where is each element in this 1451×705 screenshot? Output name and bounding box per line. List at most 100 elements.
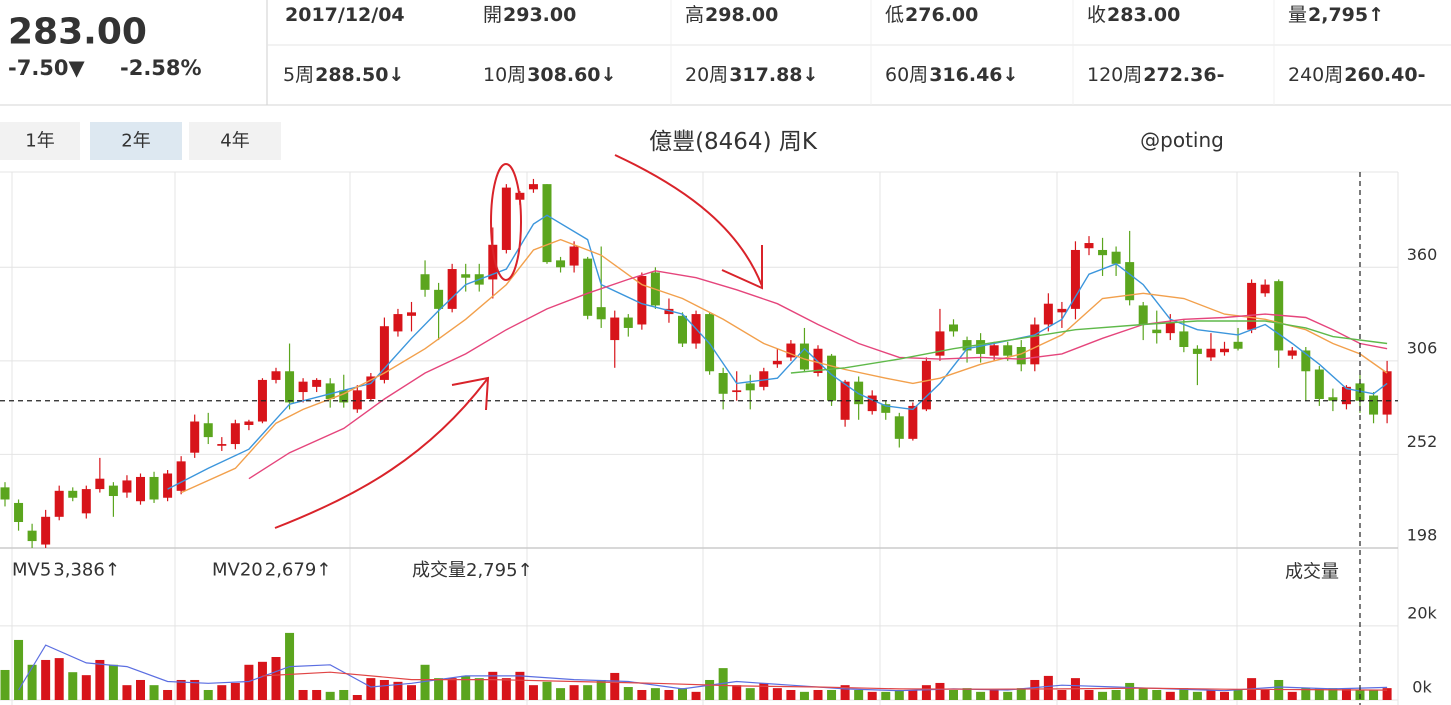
candle-body [840, 381, 850, 420]
ma-label: 20周 [685, 64, 728, 86]
candle-body [1287, 350, 1297, 356]
volume-bar [68, 672, 78, 700]
volume-ma-value: 2,679↑ [265, 560, 332, 581]
ma-value: 317.88↓ [729, 64, 818, 86]
volume-bar [1233, 689, 1243, 700]
lines-layer [0, 172, 1398, 705]
candle-body [298, 381, 308, 393]
candle-body [556, 260, 566, 268]
range-button[interactable] [0, 122, 80, 160]
candle-body [1003, 345, 1013, 356]
candle-body [1111, 251, 1121, 264]
candle-body [420, 274, 430, 290]
watermark: @poting [1140, 128, 1224, 152]
candle-body [95, 478, 105, 490]
volume-bar [813, 689, 823, 700]
candle-body [786, 343, 796, 358]
volume-ma-value: 3,386↑ [53, 560, 120, 581]
marks-layer [0, 178, 1392, 700]
volume-bar [271, 656, 281, 700]
annotation-arrow [614, 154, 763, 287]
candle-body [976, 340, 986, 354]
volume-bar [434, 678, 444, 700]
candle-body [447, 269, 457, 309]
candle-body [583, 258, 593, 316]
candle-body [352, 390, 362, 410]
volume-bar [799, 691, 809, 700]
volume-bar [488, 671, 498, 700]
info-value: 298.00 [705, 4, 778, 26]
volume-bar [407, 685, 416, 700]
volume-bar [989, 689, 999, 700]
candle-body [1043, 303, 1053, 325]
candle-body [407, 312, 416, 316]
volume-bar [1084, 689, 1094, 700]
volume-bar [298, 689, 308, 700]
ma-line [248, 270, 1388, 480]
volume-bar [881, 691, 891, 700]
volume-bar [420, 664, 430, 700]
candle-body [1070, 249, 1080, 309]
candle-body [1233, 341, 1243, 349]
range-button[interactable] [189, 122, 281, 160]
candle-body [285, 371, 295, 403]
candle-body [379, 326, 389, 380]
y-tick-label: 306 [1407, 338, 1438, 357]
volume-bar [732, 685, 742, 700]
candle-body [271, 371, 281, 380]
volume-bar [312, 689, 322, 700]
candle-body [1192, 348, 1202, 354]
candle-body [772, 360, 782, 365]
volume-bar [393, 681, 403, 700]
candle-body [637, 275, 647, 325]
ma-label: 60周 [885, 64, 928, 86]
volume-bar [1328, 688, 1338, 700]
volume-bar [596, 679, 606, 700]
volume-bar [0, 669, 10, 700]
range-button[interactable] [90, 122, 182, 160]
volume-current-value: 2,795↑ [466, 560, 533, 581]
candle-body [366, 376, 376, 399]
volume-bar [840, 685, 850, 700]
candle-body [1016, 347, 1026, 365]
volume-bar [935, 682, 945, 700]
info-label: 開 [483, 4, 502, 26]
info-value: 276.00 [905, 4, 978, 26]
volume-bar [122, 685, 132, 700]
candle-body [989, 345, 999, 356]
candle-body [393, 314, 403, 332]
ma-label: 120周 [1087, 64, 1142, 86]
volume-bar [230, 682, 240, 700]
volume-bar [379, 679, 389, 700]
volume-bar [1016, 688, 1026, 700]
ma-value: 260.40- [1344, 64, 1425, 86]
volume-bar [1206, 689, 1216, 700]
volume-bar [515, 671, 525, 700]
volume-bar [827, 689, 837, 700]
ma-value: 272.36- [1143, 64, 1224, 86]
volume-bar [1220, 691, 1229, 700]
volume-bar [976, 691, 986, 700]
volume-bar [95, 659, 105, 700]
candle-body [41, 516, 51, 545]
range-button-label[interactable]: 2年 [121, 131, 150, 152]
ma-value: 316.46↓ [929, 64, 1018, 86]
volume-bar [366, 678, 376, 700]
volume-current-label: 成交量 [412, 560, 466, 581]
volume-bar [474, 678, 484, 700]
candle-body [461, 274, 471, 278]
volume-bar [1098, 691, 1108, 700]
candle-body [108, 485, 118, 497]
range-button-label[interactable]: 4年 [220, 131, 249, 152]
volume-bar [1287, 691, 1297, 700]
candle-body [1314, 369, 1324, 399]
candle-body [501, 187, 511, 250]
annotation-arrowhead [721, 245, 763, 290]
volume-bar [501, 678, 511, 700]
candle-body [244, 421, 254, 425]
quote-percent: -2.58% [120, 56, 202, 80]
volume-axis-label: 成交量 [1285, 562, 1339, 583]
annotation-ellipse [490, 163, 522, 281]
range-button-label[interactable]: 1年 [25, 131, 54, 152]
volume-bar [1301, 688, 1311, 700]
